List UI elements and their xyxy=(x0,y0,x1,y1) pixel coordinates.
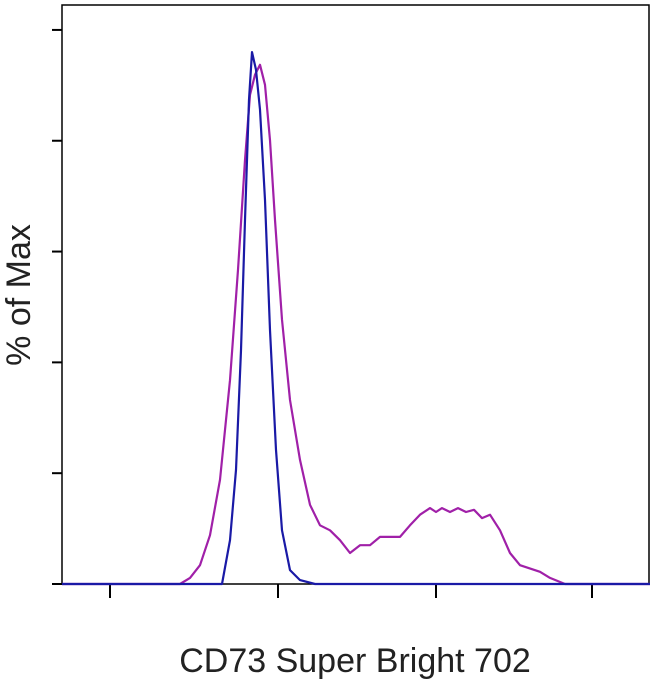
plot-frame xyxy=(61,4,650,585)
histogram-line xyxy=(62,63,650,586)
y-axis-label: % of Max xyxy=(0,224,38,366)
x-axis-label: CD73 Super Bright 702 xyxy=(179,642,531,680)
histogram-line xyxy=(62,51,650,586)
